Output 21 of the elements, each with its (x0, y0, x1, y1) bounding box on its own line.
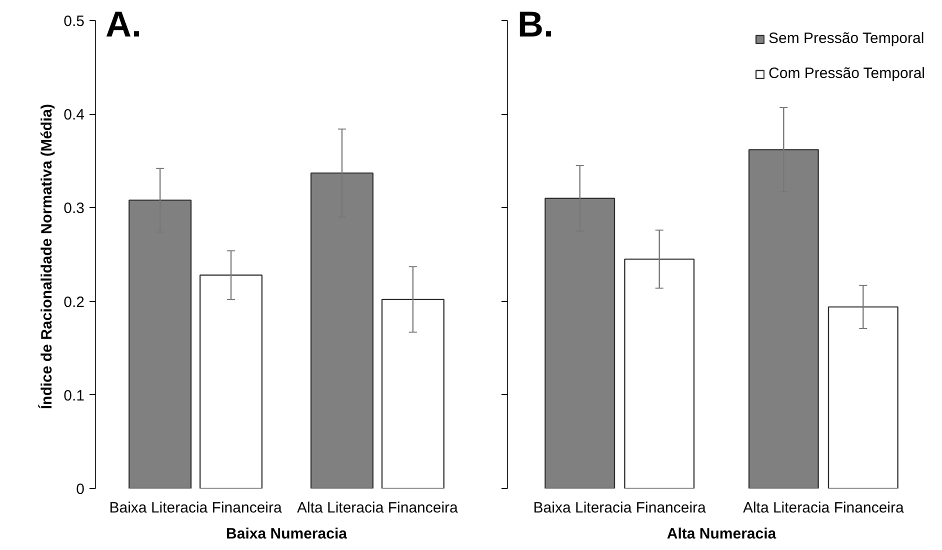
x-axis-title: Baixa Numeracia (226, 526, 348, 542)
y-tick-label: 0 (76, 481, 84, 498)
y-tick-label: 0.1 (64, 387, 85, 404)
bar (624, 258, 695, 488)
x-axis-title: Alta Numeracia (666, 526, 777, 542)
legend-label: Sem Pressão Temporal (768, 30, 924, 47)
y-tick-label: 0.2 (64, 294, 85, 311)
y-tick-label: 0.3 (64, 200, 85, 218)
bar (381, 298, 444, 488)
y-tick-label: 0.5 (64, 13, 85, 30)
bar (828, 306, 898, 488)
y-tick-label: 0.4 (64, 106, 85, 124)
chart-title: A. (106, 4, 142, 44)
x-tick-label: Baixa Literacia Financeira (533, 500, 707, 516)
x-tick-label: Baixa Literacia Financeira (109, 500, 282, 516)
bar (199, 274, 263, 488)
legend-label: Com Pressão Temporal (768, 65, 925, 82)
x-tick-label: Alta Literacia Financeira (296, 500, 459, 516)
y-axis-title: Índice de Racionalidade Normativa (Média) (38, 104, 56, 410)
chart-title: B. (518, 4, 554, 44)
x-tick-label: Alta Literacia Financeira (742, 500, 905, 516)
